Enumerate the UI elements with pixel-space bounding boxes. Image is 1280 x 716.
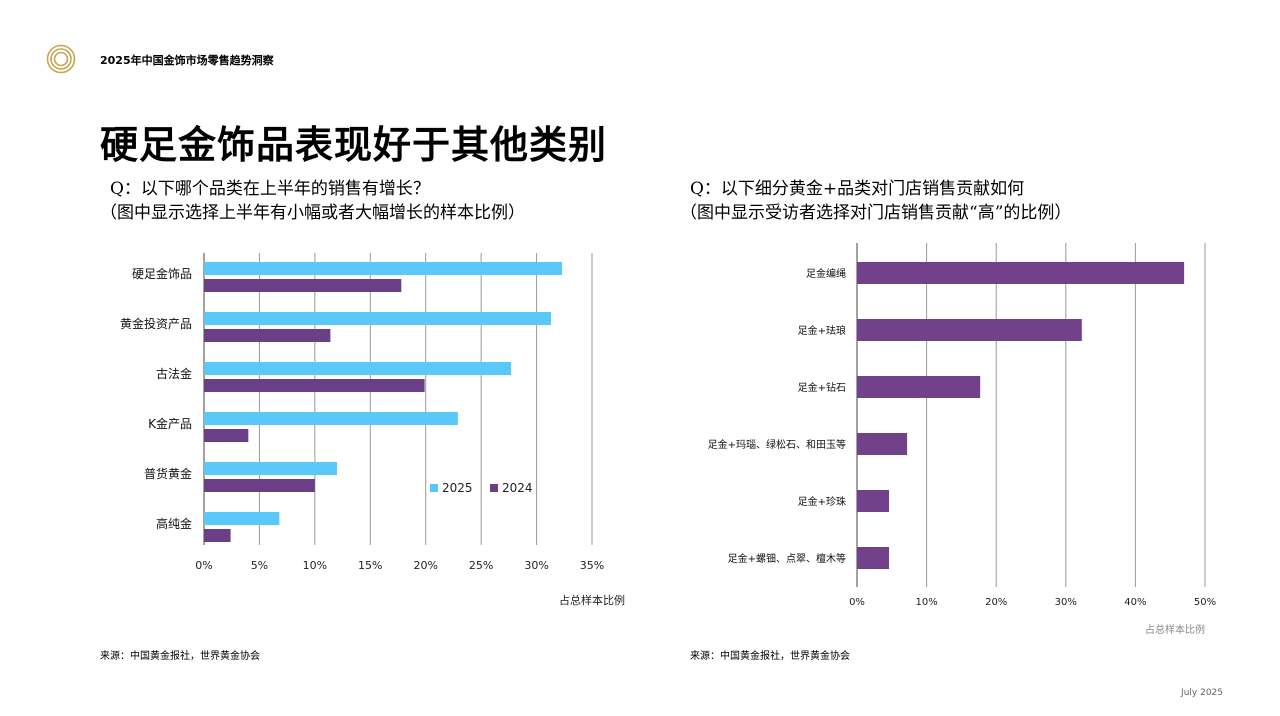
left-question-line2: （图中显示选择上半年有小幅或者大幅增长的样本比例）	[100, 203, 525, 223]
x-axis-title: 占总样本比例	[559, 593, 625, 607]
category-label: 足金+珐琅	[798, 324, 846, 337]
category-label: 普货黄金	[144, 466, 192, 481]
x-tick-label: 20%	[985, 597, 1007, 608]
right-question: Q：以下细分黄金+品类对门店销售贡献如何 （图中显示受访者选择对门店销售贡献“高…	[680, 177, 1071, 225]
bar-2024	[204, 479, 315, 492]
bar-2025	[204, 262, 563, 275]
x-tick-label: 0%	[195, 559, 212, 572]
x-tick-label: 0%	[849, 597, 865, 608]
bar-high	[857, 319, 1082, 341]
x-tick-label: 25%	[469, 559, 493, 572]
legend-label-2025: 2025	[442, 481, 473, 495]
right-question-line2: （图中显示受访者选择对门店销售贡献“高”的比例）	[680, 203, 1072, 223]
x-tick-label: 10%	[303, 559, 327, 572]
bar-high	[857, 547, 890, 569]
bar-high	[857, 433, 908, 455]
bar-2024	[204, 379, 425, 392]
x-tick-label: 30%	[1055, 597, 1077, 608]
left-source: 来源：中国黄金报社，世界黄金协会	[100, 651, 260, 662]
bar-2025	[204, 362, 512, 375]
x-tick-label: 35%	[580, 559, 604, 572]
bar-2024	[204, 429, 249, 442]
category-label: 足金+钻石	[798, 381, 846, 394]
category-label: 足金+珍珠	[798, 495, 846, 508]
category-label: 硬足金饰品	[132, 266, 192, 281]
category-label: 古法金	[156, 366, 192, 381]
bar-2024	[204, 279, 402, 292]
x-tick-label: 20%	[413, 559, 437, 572]
report-title: 2025年中国金饰市场零售趋势洞察	[100, 54, 274, 67]
left-question: Q：以下哪个品类在上半年的销售有增长？ （图中显示选择上半年有小幅或者大幅增长的…	[100, 177, 525, 225]
x-axis-title: 占总样本比例	[1145, 623, 1205, 635]
bar-2024	[204, 529, 231, 542]
right-source: 来源：中国黄金报社，世界黄金协会	[690, 651, 850, 662]
bar-high	[857, 262, 1185, 284]
x-tick-label: 10%	[915, 597, 937, 608]
legend-swatch-2024	[490, 484, 498, 492]
category-label: 高纯金	[156, 516, 192, 531]
legend-swatch-2025	[430, 484, 438, 492]
left-question-line1: Q：以下哪个品类在上半年的销售有增长？	[110, 179, 430, 199]
footer-date: July 2025	[1181, 688, 1223, 698]
legend-label-2024: 2024	[502, 481, 533, 495]
bar-2025	[204, 512, 280, 525]
category-label: 足金编绳	[806, 267, 846, 280]
gold-ring-logo-icon	[46, 44, 76, 74]
bar-2025	[204, 412, 458, 425]
category-label: K金产品	[148, 416, 192, 431]
category-label: 足金+螺钿、点翠、檀木等	[728, 552, 846, 565]
x-tick-label: 15%	[358, 559, 382, 572]
bar-2025	[204, 312, 551, 325]
right-question-line1: Q：以下细分黄金+品类对门店销售贡献如何	[690, 179, 1025, 199]
bar-high	[857, 376, 981, 398]
contribution-bar-chart: 0% 10% 20% 30% 40% 50% 足金编绳足金+珐琅足金+钻石足金+玛瑙、绿松石…	[708, 243, 1216, 635]
x-tick-label: 5%	[251, 559, 268, 572]
bar-2024	[204, 329, 331, 342]
x-tick-label: 50%	[1194, 597, 1216, 608]
x-tick-label: 40%	[1124, 597, 1146, 608]
x-tick-label: 30%	[524, 559, 548, 572]
category-label: 足金+玛瑙、绿松石、和田玉等	[708, 438, 846, 451]
bar-2025	[204, 462, 338, 475]
page-title: 硬足金饰品表现好于其他类别	[100, 123, 608, 167]
category-label: 黄金投资产品	[120, 316, 192, 331]
bar-high	[857, 490, 890, 512]
